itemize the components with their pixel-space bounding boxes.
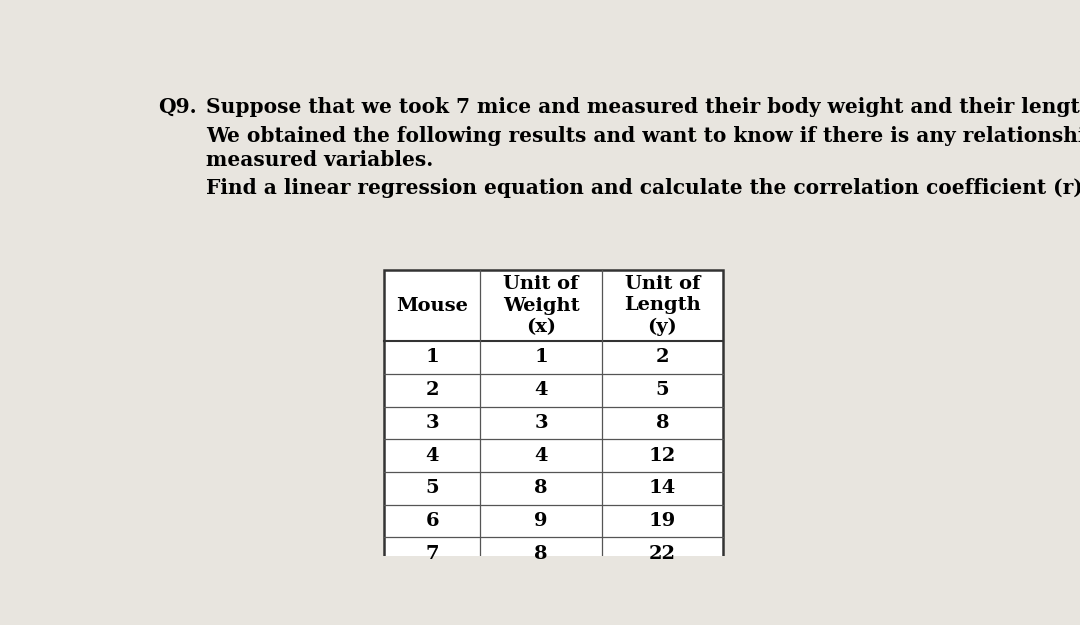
Text: We obtained the following results and want to know if there is any relationship : We obtained the following results and wa… (206, 126, 1080, 146)
Text: Mouse: Mouse (396, 296, 468, 314)
Text: measured variables.: measured variables. (206, 149, 433, 169)
Text: 8: 8 (535, 545, 548, 563)
Text: 7: 7 (426, 545, 438, 563)
Text: Find a linear regression equation and calculate the correlation coefficient (r).: Find a linear regression equation and ca… (206, 179, 1080, 199)
Text: 8: 8 (656, 414, 670, 432)
Text: 19: 19 (649, 512, 676, 530)
Text: 4: 4 (535, 381, 548, 399)
Text: 9: 9 (535, 512, 548, 530)
Text: 3: 3 (535, 414, 548, 432)
Text: 5: 5 (656, 381, 670, 399)
Text: 22: 22 (649, 545, 676, 563)
Text: 8: 8 (535, 479, 548, 498)
Text: Q9.: Q9. (159, 97, 197, 117)
Text: 14: 14 (649, 479, 676, 498)
Text: 5: 5 (426, 479, 438, 498)
Text: Suppose that we took 7 mice and measured their body weight and their length from: Suppose that we took 7 mice and measured… (206, 97, 1080, 117)
Text: 2: 2 (426, 381, 438, 399)
Text: Unit of
Length
(y): Unit of Length (y) (624, 275, 701, 336)
Bar (384, 270, 723, 570)
Text: 4: 4 (426, 447, 438, 464)
Text: 2: 2 (656, 349, 670, 366)
Text: 3: 3 (426, 414, 438, 432)
Text: 12: 12 (649, 447, 676, 464)
Text: Unit of
Weight
(x): Unit of Weight (x) (502, 275, 579, 336)
Text: 6: 6 (426, 512, 438, 530)
Text: 1: 1 (535, 349, 548, 366)
Text: 1: 1 (426, 349, 438, 366)
Text: 4: 4 (535, 447, 548, 464)
